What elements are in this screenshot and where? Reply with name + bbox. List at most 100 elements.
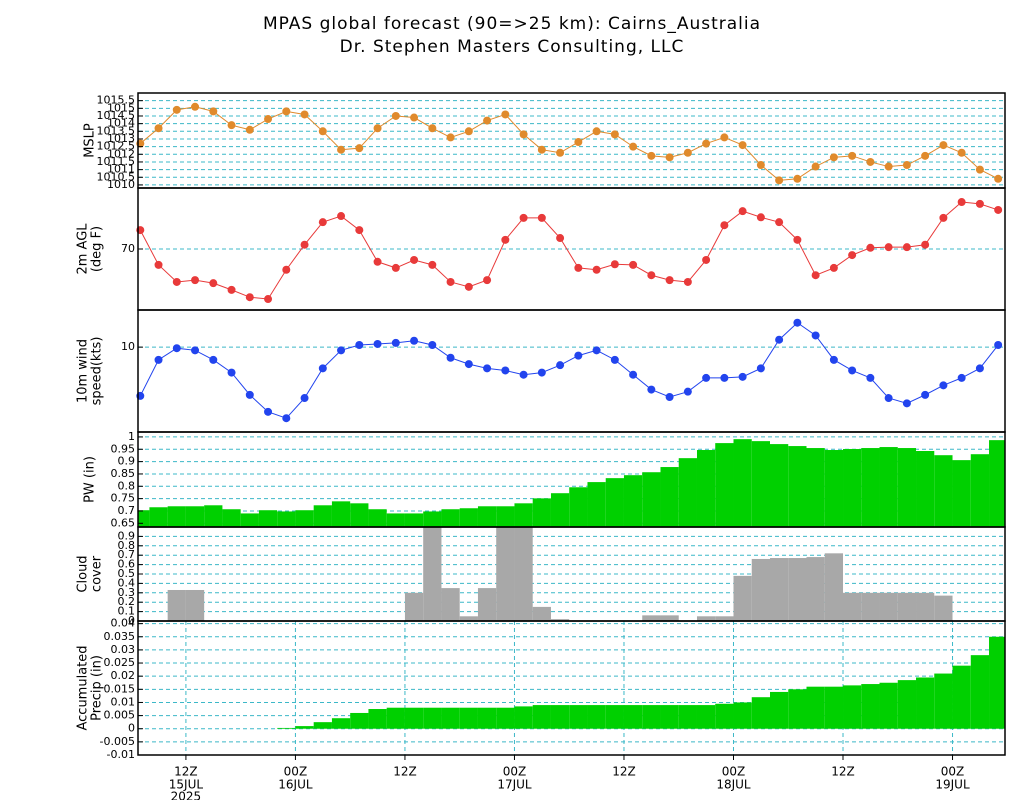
data-point <box>264 407 273 416</box>
y-axis-label: 2m AGL <box>76 223 91 275</box>
x-tick-label: 12Z <box>174 765 198 779</box>
x-day-label: 19JUL <box>935 778 970 792</box>
bar <box>733 439 752 527</box>
panel-frame <box>137 620 1006 756</box>
data-point <box>282 414 291 423</box>
data-point <box>391 111 400 120</box>
bar <box>970 454 990 527</box>
y-tick-label: 1014.5 <box>97 109 136 122</box>
data-point <box>428 260 437 269</box>
y-axis-label: speed(kts) <box>90 337 105 406</box>
data-point <box>848 151 857 160</box>
y-tick-label: 0.01 <box>111 695 136 708</box>
bar <box>550 619 570 621</box>
bar <box>222 509 241 527</box>
data-point <box>647 151 656 160</box>
data-point <box>939 381 948 390</box>
bar <box>477 506 497 527</box>
y-tick-label: 1010.5 <box>97 170 136 183</box>
bar <box>696 705 716 729</box>
bar <box>989 636 1005 729</box>
y-tick-label: 1015 <box>107 101 135 114</box>
bar <box>167 589 186 621</box>
data-point <box>191 102 200 111</box>
bar <box>660 467 679 527</box>
x-tick-label: 12Z <box>612 765 636 779</box>
data-point <box>811 271 820 280</box>
bar <box>788 558 807 621</box>
y-tick-label: 1010 <box>107 178 135 191</box>
bar <box>423 707 442 729</box>
data-point <box>793 318 802 327</box>
data-point <box>537 368 546 377</box>
bar <box>879 682 898 729</box>
y-tick-label: 0.65 <box>111 516 136 529</box>
data-point <box>154 260 163 269</box>
data-point <box>300 240 309 249</box>
y-tick-label: 0.025 <box>104 656 136 669</box>
bar <box>313 505 332 527</box>
y-tick-label: 1011.5 <box>97 155 136 168</box>
y-axis-label: PW (in) <box>83 456 98 503</box>
bar <box>660 705 679 729</box>
bar <box>715 443 734 527</box>
data-point <box>811 331 820 340</box>
data-point <box>446 277 455 286</box>
y-tick-label: 0.8 <box>118 539 136 552</box>
y-tick-label: 0.2 <box>118 595 136 608</box>
data-point <box>483 116 492 125</box>
bar <box>824 450 844 527</box>
bar <box>751 441 770 527</box>
data-point <box>848 366 857 375</box>
data-point <box>756 161 765 170</box>
data-point <box>720 373 729 382</box>
data-point <box>829 355 838 364</box>
y-tick-label: 0.9 <box>118 455 136 468</box>
bar <box>623 475 643 527</box>
data-point <box>610 260 619 269</box>
bar <box>788 689 807 729</box>
y-tick-label: 0.7 <box>118 548 136 561</box>
bar <box>496 527 515 621</box>
data-point <box>574 351 583 360</box>
data-point <box>829 263 838 272</box>
data-point <box>446 353 455 362</box>
bar <box>861 684 880 729</box>
y-tick-label: 0.95 <box>111 442 136 455</box>
bar <box>843 449 862 527</box>
bar <box>185 589 205 621</box>
bar <box>149 507 168 527</box>
data-point <box>355 226 364 235</box>
y-tick-label: 0.035 <box>104 630 136 643</box>
data-point <box>464 282 473 291</box>
bar <box>167 506 186 527</box>
data-point <box>245 125 254 134</box>
data-point <box>318 218 327 227</box>
data-point <box>702 255 711 264</box>
y-tick-label: 0.75 <box>111 492 136 505</box>
bar <box>295 726 314 729</box>
data-point <box>483 276 492 285</box>
y-tick-label: 10 <box>121 340 135 353</box>
data-point <box>884 243 893 252</box>
data-point <box>300 394 309 403</box>
y-axis-label: MSLP <box>83 123 98 158</box>
x-day-label: 17JUL <box>497 778 532 792</box>
bar <box>897 680 917 729</box>
y-tick-label: 0.6 <box>118 558 136 571</box>
bar <box>843 685 862 729</box>
bar <box>642 615 661 621</box>
data-point <box>775 335 784 344</box>
data-point <box>391 338 400 347</box>
bar <box>277 727 296 729</box>
x-day-label: 15JUL <box>169 778 204 792</box>
bar <box>404 707 424 729</box>
bar <box>824 553 844 621</box>
bar <box>934 455 953 527</box>
y-tick-label: 0.8 <box>118 479 136 492</box>
title-line: Dr. Stephen Masters Consulting, LLC <box>340 37 685 57</box>
data-point <box>793 174 802 183</box>
data-point <box>592 346 601 355</box>
y-tick-label: 0.02 <box>111 669 136 682</box>
bar <box>605 705 624 729</box>
